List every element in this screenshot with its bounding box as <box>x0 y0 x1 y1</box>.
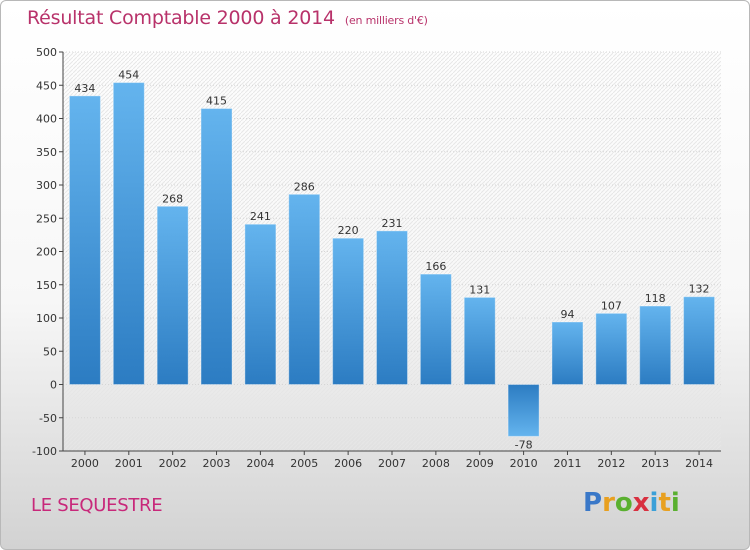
data-label: 434 <box>74 82 95 95</box>
x-tick-label: 2008 <box>422 457 450 470</box>
bar <box>244 224 276 385</box>
data-label: 132 <box>689 283 710 296</box>
y-tick-label: 500 <box>36 46 57 59</box>
x-tick-label: 2007 <box>378 457 406 470</box>
bar-highlight <box>507 384 540 437</box>
y-tick-label: 400 <box>36 113 57 126</box>
bar <box>464 297 496 385</box>
logo-letter: o <box>614 488 633 518</box>
bar <box>420 274 452 385</box>
x-tick-label: 2009 <box>466 457 494 470</box>
x-tick-label: 2013 <box>641 457 669 470</box>
data-label: 94 <box>560 308 574 321</box>
bar-highlight <box>288 193 321 385</box>
bar <box>69 95 101 385</box>
bar-highlight <box>68 95 101 385</box>
y-tick-label: 350 <box>36 146 57 159</box>
y-tick-label: 200 <box>36 246 57 259</box>
data-label: 220 <box>338 224 359 237</box>
bar-highlight <box>244 223 277 385</box>
data-label: 107 <box>601 299 622 312</box>
logo-letter: t <box>658 488 671 518</box>
bar-highlight <box>112 82 145 385</box>
logo-letter: i <box>649 488 659 518</box>
y-tick-label: 300 <box>36 179 57 192</box>
proxiti-logo: Proxiti <box>583 488 680 518</box>
x-tick-label: 2002 <box>159 457 187 470</box>
bar-highlight <box>683 296 716 385</box>
bar-highlight <box>200 108 233 386</box>
y-tick-label: 150 <box>36 279 57 292</box>
x-tick-label: 2003 <box>203 457 231 470</box>
data-label: 268 <box>162 192 183 205</box>
data-label: 241 <box>250 210 271 223</box>
data-label: 166 <box>425 260 446 273</box>
bar <box>288 194 320 385</box>
data-label: 231 <box>382 217 403 230</box>
y-tick-label: 50 <box>43 345 57 358</box>
bar-highlight <box>156 205 189 385</box>
bar <box>157 206 189 385</box>
y-tick-label: 100 <box>36 312 57 325</box>
bar-highlight <box>419 273 452 385</box>
x-tick-label: 2014 <box>685 457 713 470</box>
data-label: 454 <box>118 69 139 82</box>
bar <box>551 321 583 385</box>
logo-letter: P <box>583 488 603 518</box>
y-tick-label: -100 <box>32 445 57 458</box>
bar <box>639 306 671 385</box>
commune-name: LE SEQUESTRE <box>31 495 163 516</box>
bar-highlight <box>639 305 672 385</box>
y-tick-label: 450 <box>36 79 57 92</box>
x-tick-label: 2001 <box>115 457 143 470</box>
bar-highlight <box>463 296 496 386</box>
bar-highlight <box>376 230 408 385</box>
bar <box>376 230 408 385</box>
logo-letter: r <box>602 488 615 518</box>
bar <box>201 108 233 385</box>
bar <box>595 313 627 385</box>
x-tick-label: 2005 <box>290 457 318 470</box>
bar <box>332 238 364 385</box>
bar <box>508 384 540 437</box>
bar-highlight <box>595 312 628 385</box>
bar-highlight <box>551 321 584 385</box>
x-tick-label: 2010 <box>510 457 538 470</box>
y-tick-label: 250 <box>36 212 57 225</box>
y-tick-label: -50 <box>39 412 57 425</box>
bar <box>683 296 715 385</box>
chart-subtitle: (en milliers d'€) <box>344 14 428 27</box>
bar-highlight <box>332 237 365 385</box>
data-label: -78 <box>515 438 533 451</box>
bar <box>113 82 145 385</box>
chart-title: Résultat Comptable 2000 à 2014 (en millie… <box>27 7 428 29</box>
bar-chart: -100 -50 0 50 100 150 200 250 300 350 400 450 500 434… <box>32 46 721 470</box>
logo-letter: x <box>632 488 650 518</box>
y-tick-label: 0 <box>50 379 57 392</box>
x-tick-label: 2006 <box>334 457 362 470</box>
data-label: 118 <box>645 292 666 305</box>
logo-letter: i <box>670 488 680 518</box>
data-label: 415 <box>206 95 227 108</box>
chart-title-text: Résultat Comptable 2000 à 2014 <box>27 7 335 29</box>
data-label: 131 <box>469 283 490 296</box>
x-tick-label: 2000 <box>71 457 99 470</box>
data-label: 286 <box>294 180 315 193</box>
x-tick-label: 2012 <box>597 457 625 470</box>
x-tick-label: 2011 <box>553 457 581 470</box>
x-tick-label: 2004 <box>246 457 274 470</box>
